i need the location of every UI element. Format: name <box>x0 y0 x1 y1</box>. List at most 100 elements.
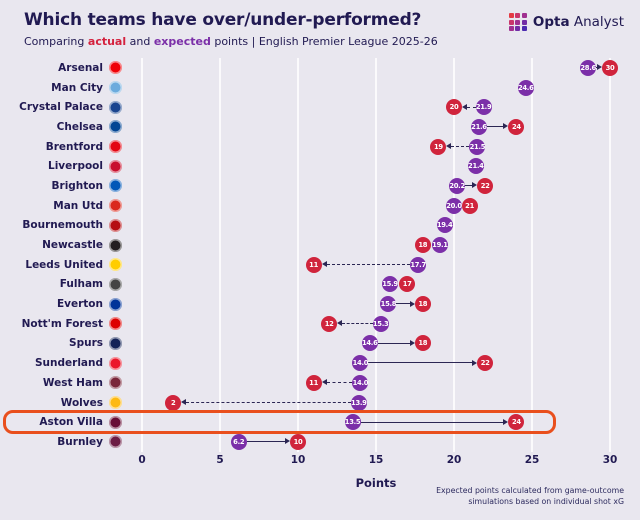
expected-points-dot: 14.0 <box>352 374 368 391</box>
team-label: Sunderland <box>0 356 142 370</box>
team-track: 24.6 <box>142 78 610 98</box>
x-axis-tick: 5 <box>216 454 224 466</box>
subtitle-mid: and <box>126 35 154 48</box>
opta-grid-square <box>515 13 521 18</box>
team-label: Fulham <box>0 277 142 291</box>
arrow-line <box>246 441 285 443</box>
team-label: Brighton <box>0 179 142 193</box>
arrow-head-icon <box>285 438 290 445</box>
brand-bold: Opta <box>532 14 570 30</box>
team-row: Man City 24.6 <box>0 78 640 98</box>
team-logo <box>109 140 122 154</box>
x-axis-tick: 25 <box>524 454 540 466</box>
arrow-head-icon <box>597 64 602 71</box>
opta-analyst-wordmark: Opta Analyst <box>533 14 624 30</box>
team-row: Brighton 20.2 22 <box>0 176 640 196</box>
team-name: Chelsea <box>56 120 103 133</box>
arrow-head-icon <box>503 123 509 130</box>
team-row: Arsenal 28.6 30 <box>0 58 640 78</box>
arrow-line <box>486 126 504 128</box>
team-track: 17.7 11 <box>142 255 610 275</box>
team-label: Man City <box>0 81 142 95</box>
team-track: 15.9 17 <box>142 275 610 295</box>
gridline <box>297 58 299 452</box>
x-axis-tick: 20 <box>446 454 462 466</box>
team-label: Chelsea <box>0 120 142 134</box>
team-logo <box>109 120 122 134</box>
actual-points-dot: 19 <box>430 138 447 155</box>
actual-points-dot: 11 <box>305 256 322 273</box>
team-track: 19.1 18 <box>142 235 610 255</box>
actual-points-dot: 18 <box>414 296 431 313</box>
gridline <box>375 58 377 452</box>
opta-grid-icon <box>508 13 527 31</box>
team-logo <box>109 396 122 410</box>
team-name: Fulham <box>59 278 103 291</box>
team-name: Aston Villa <box>39 416 103 429</box>
expected-points-dot: 15.3 <box>372 315 389 332</box>
team-logo <box>109 317 122 331</box>
team-track: 14.0 11 <box>142 373 610 393</box>
subtitle-prefix: Comparing <box>24 35 88 48</box>
subtitle: Comparing actual and expected points | E… <box>24 35 626 48</box>
actual-points-dot: 10 <box>290 433 306 450</box>
footnote-line-1: Expected points calculated from game-out… <box>436 486 624 496</box>
team-track: 19.4 <box>142 216 610 236</box>
team-label: Liverpool <box>0 159 142 173</box>
team-row: Liverpool 21.4 <box>0 156 640 176</box>
arrow-head-icon <box>321 261 327 268</box>
gridline <box>219 58 221 452</box>
team-row: Man Utd 20.0 21 <box>0 196 640 216</box>
expected-points-dot: 13.9 <box>350 394 367 411</box>
team-name: Arsenal <box>58 61 103 74</box>
team-row: Wolves 13.9 2 <box>0 393 640 413</box>
arrow-head-icon <box>462 103 467 110</box>
expected-points-dot: 21.9 <box>475 99 492 116</box>
team-logo <box>109 356 122 370</box>
team-name: Burnley <box>57 435 103 448</box>
team-logo <box>109 415 122 429</box>
team-row: Chelsea 21.6 24 <box>0 117 640 137</box>
opta-grid-square <box>521 26 527 31</box>
expected-points-dot: 21.6 <box>470 118 487 135</box>
team-label: Burnley <box>0 435 142 449</box>
axis-spacer <box>0 452 142 470</box>
gridline <box>453 58 455 452</box>
team-label: Brentford <box>0 140 142 154</box>
team-name: West Ham <box>42 376 103 389</box>
actual-points-dot: 11 <box>305 374 322 391</box>
team-row: West Ham 14.0 11 <box>0 373 640 393</box>
team-track: 13.9 2 <box>142 393 610 413</box>
dumbbell-chart: Arsenal 28.6 30 Man City 24.6 Crystal Palace 2… <box>0 58 640 452</box>
expected-points-dot: 19.1 <box>431 237 448 254</box>
team-label: Nott'm Forest <box>0 317 142 331</box>
team-label: Newcastle <box>0 238 142 252</box>
team-logo <box>109 100 122 114</box>
subtitle-suffix: points | English Premier League 2025-26 <box>210 35 438 48</box>
team-label: Wolves <box>0 396 142 410</box>
arrow-line <box>186 401 351 403</box>
arrow-line <box>360 421 504 423</box>
team-track: 20.2 22 <box>142 176 610 196</box>
arrow-line <box>467 106 476 108</box>
gridline <box>609 58 611 452</box>
team-track: 15.8 18 <box>142 294 610 314</box>
team-row: Crystal Palace 21.9 20 <box>0 97 640 117</box>
team-rows: Arsenal 28.6 30 Man City 24.6 Crystal Palace 2… <box>0 58 640 452</box>
arrow-line <box>596 67 597 69</box>
expected-points-dot: 15.8 <box>380 296 397 313</box>
team-name: Nott'm Forest <box>21 317 103 330</box>
footer-track: Points <box>142 474 610 508</box>
team-name: Brentford <box>45 140 103 153</box>
team-name: Man City <box>51 81 103 94</box>
team-label: Man Utd <box>0 199 142 213</box>
team-name: Man Utd <box>53 199 103 212</box>
actual-points-dot: 2 <box>165 394 182 411</box>
arrow-line <box>465 185 473 187</box>
footer-spacer <box>0 474 142 508</box>
actual-points-dot: 17 <box>399 276 416 293</box>
arrow-line <box>396 303 410 305</box>
team-track: 15.3 12 <box>142 314 610 334</box>
team-row: Bournemouth 19.4 <box>0 216 640 236</box>
chart-footer: Points <box>0 474 640 508</box>
